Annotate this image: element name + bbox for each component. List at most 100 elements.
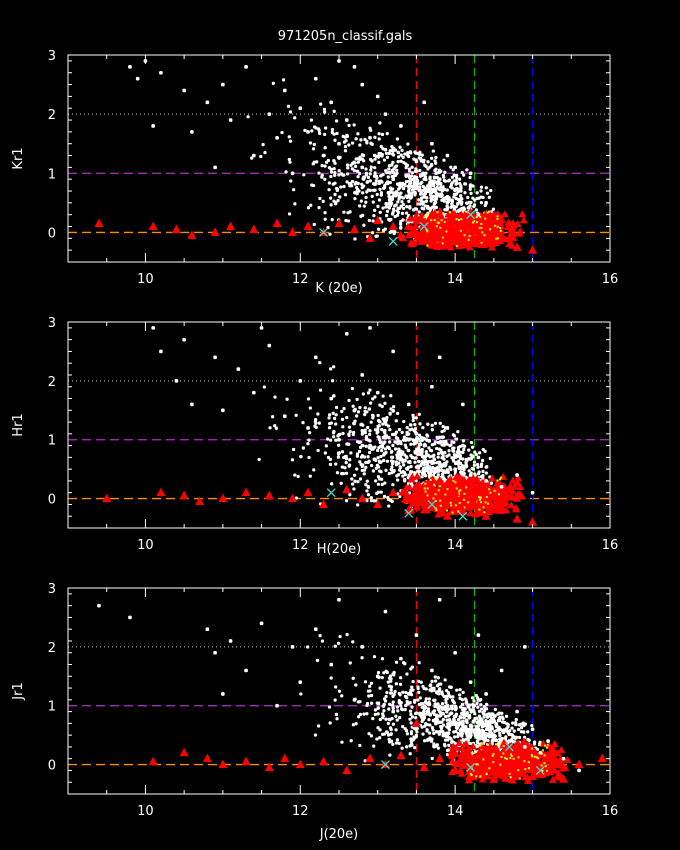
minor-point	[512, 757, 515, 760]
galaxy-point	[408, 460, 412, 464]
galaxy-point	[310, 129, 314, 133]
galaxy-point	[334, 438, 338, 442]
galaxy-point	[443, 463, 447, 467]
galaxy-point	[342, 184, 346, 189]
star-point	[450, 224, 460, 233]
galaxy-point	[466, 728, 470, 732]
galaxy-point	[386, 680, 390, 684]
galaxy-point	[359, 214, 363, 218]
galaxy-point	[505, 722, 509, 726]
galaxy-point	[378, 686, 382, 690]
star-point	[402, 493, 411, 501]
galaxy-point	[388, 412, 392, 416]
galaxy-point	[318, 361, 322, 365]
galaxy-point	[381, 206, 385, 210]
star-point	[433, 492, 442, 500]
star-point	[508, 476, 517, 484]
galaxy-point	[423, 204, 427, 208]
galaxy-point	[493, 714, 497, 718]
galaxy-point	[447, 178, 451, 182]
minor-point	[478, 508, 481, 511]
star-point	[481, 236, 491, 245]
galaxy-point	[442, 457, 446, 461]
galaxy-point	[327, 188, 331, 192]
galaxy-point	[436, 182, 440, 186]
x-tick-label: 16	[602, 538, 619, 553]
star-point	[410, 226, 419, 234]
galaxy-point	[399, 704, 403, 708]
galaxy-point	[329, 676, 333, 680]
galaxy-point	[435, 446, 439, 451]
galaxy-point	[456, 448, 461, 452]
minor-point	[455, 218, 458, 221]
minor-point	[505, 757, 508, 760]
galaxy-point	[472, 463, 476, 467]
star-point	[156, 487, 166, 497]
galaxy-point	[174, 379, 179, 383]
galaxy-point	[490, 712, 494, 716]
minor-point	[424, 482, 427, 485]
minor-point	[484, 501, 487, 504]
galaxy-point	[386, 175, 390, 179]
galaxy-point	[455, 725, 459, 729]
galaxy-point	[396, 439, 400, 444]
star-point	[218, 759, 228, 769]
galaxy-point	[430, 679, 434, 683]
galaxy-point	[376, 155, 381, 159]
minor-point	[425, 213, 428, 216]
galaxy-point	[496, 712, 500, 716]
galaxy-point	[430, 423, 434, 427]
galaxy-point	[322, 107, 327, 111]
galaxy-point	[455, 176, 459, 180]
galaxy-point	[417, 210, 421, 214]
galaxy-point	[450, 707, 454, 711]
galaxy-point	[388, 674, 393, 678]
minor-point	[504, 756, 507, 759]
minor-point	[426, 244, 429, 247]
star-point	[481, 747, 491, 757]
galaxy-point	[448, 718, 452, 722]
galaxy-point	[288, 139, 293, 143]
minor-point	[445, 230, 448, 233]
galaxy-point	[445, 201, 450, 205]
galaxy-point	[299, 454, 303, 459]
galaxy-point	[385, 155, 390, 159]
galaxy-point	[427, 446, 431, 450]
galaxy-point	[369, 168, 373, 172]
minor-point	[475, 221, 478, 224]
galaxy-point	[378, 187, 382, 191]
galaxy-point	[364, 444, 368, 448]
galaxy-point	[323, 110, 327, 114]
galaxy-point	[388, 180, 392, 185]
galaxy-point	[369, 463, 374, 468]
galaxy-point	[411, 679, 415, 684]
star-point	[428, 228, 437, 236]
galaxy-point	[442, 158, 446, 162]
galaxy-point	[381, 732, 385, 737]
galaxy-point	[436, 702, 440, 706]
galaxy-point	[424, 687, 428, 691]
galaxy-point	[489, 481, 494, 485]
star-point	[468, 502, 477, 510]
galaxy-point	[329, 662, 334, 667]
galaxy-point	[353, 191, 357, 195]
galaxy-point	[402, 463, 406, 467]
galaxy-point	[373, 188, 377, 192]
galaxy-point	[477, 196, 481, 200]
galaxy-point	[434, 205, 439, 210]
galaxy-point	[387, 446, 391, 451]
galaxy-point	[453, 188, 457, 193]
minor-point	[479, 215, 482, 218]
galaxy-point	[456, 209, 460, 213]
galaxy-point	[357, 449, 362, 454]
galaxy-point	[515, 473, 519, 477]
galaxy-point	[378, 210, 382, 214]
galaxy-point	[442, 178, 446, 183]
galaxy-point	[445, 153, 450, 158]
galaxy-point	[388, 702, 392, 706]
galaxy-point	[368, 326, 372, 330]
galaxy-point	[432, 745, 436, 749]
galaxy-point	[465, 464, 469, 468]
galaxy-point	[486, 715, 490, 719]
galaxy-point	[418, 713, 422, 717]
